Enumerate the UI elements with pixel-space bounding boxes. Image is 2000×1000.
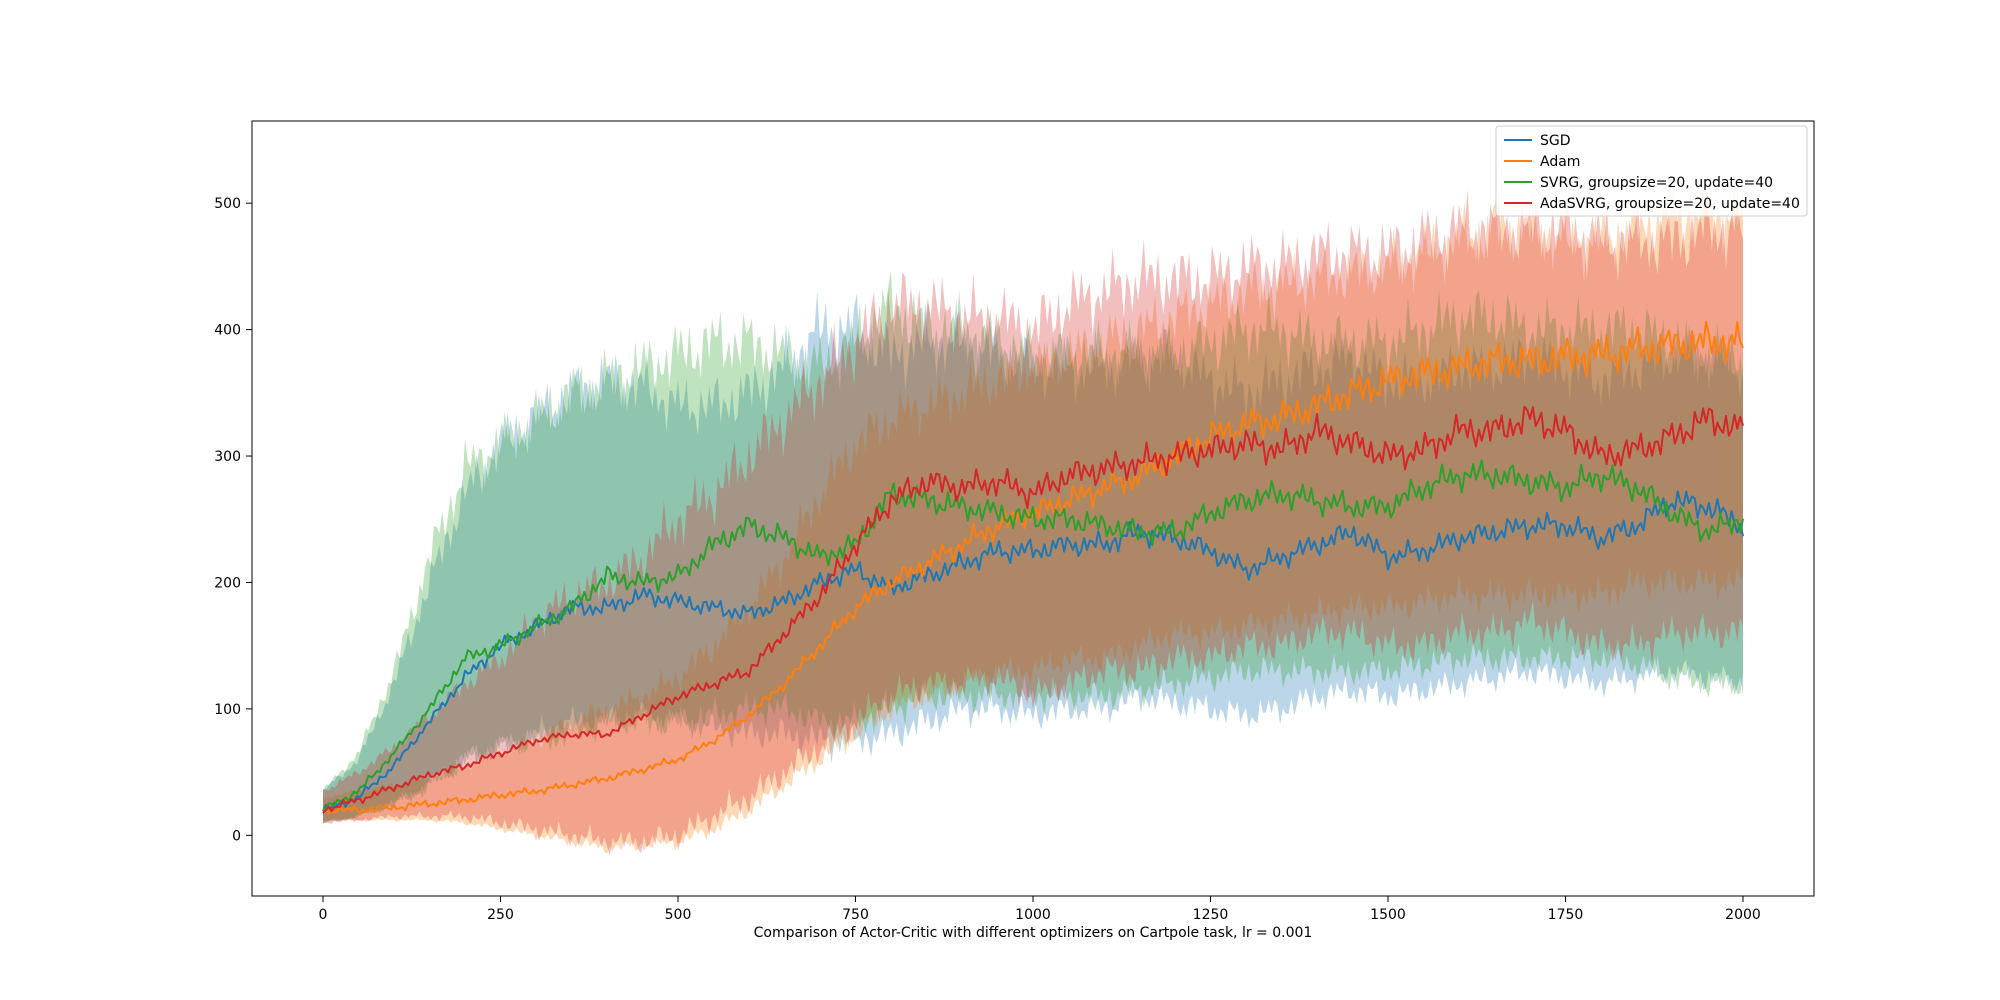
y-tick-label-400: 400 [214,323,241,339]
legend-label-sgd: SGD [1540,133,1571,149]
x-tick-label-1750: 1750 [1548,907,1584,923]
x-tick-label-0: 0 [319,907,328,923]
x-tick-label-1000: 1000 [1015,907,1051,923]
band-adasvrg-groupsize-20-update-40 [323,188,1743,856]
x-axis: 0 250 500 750 1000 1250 1500 1750 2000 [319,896,1761,923]
legend: SGD Adam SVRG, groupsize=20, update=40 AdaS… [1495,125,1808,217]
legend-label-adam: Adam [1540,154,1580,170]
x-tick-label-750: 750 [842,907,869,923]
legend-label-svrg-groupsize-20-update-40: SVRG, groupsize=20, update=40 [1540,175,1773,191]
line-svrg-groupsize-20-update-40 [322,459,1744,811]
y-tick-label-500: 500 [214,196,241,212]
x-tick-label-250: 250 [487,907,514,923]
y-tick-label-200: 200 [214,575,241,591]
x-tick-label-1500: 1500 [1370,907,1406,923]
x-tick-label-2000: 2000 [1725,907,1761,923]
y-tick-label-100: 100 [214,702,241,718]
series-lines [322,320,1744,815]
x-tick-label-1250: 1250 [1193,907,1229,923]
band-svrg-groupsize-20-update-40 [323,270,1743,823]
x-axis-title: Comparison of Actor-Critic with differen… [754,925,1313,941]
y-tick-label-0: 0 [232,828,241,844]
legend-label-adasvrg-groupsize-20-update-40: AdaSVRG, groupsize=20, update=40 [1540,196,1800,212]
legend-box [1495,125,1808,217]
x-tick-label-500: 500 [665,907,692,923]
y-axis: 0 100 200 300 400 500 [214,196,252,844]
y-tick-label-300: 300 [214,449,241,465]
line-adasvrg-groupsize-20-update-40 [322,405,1744,814]
